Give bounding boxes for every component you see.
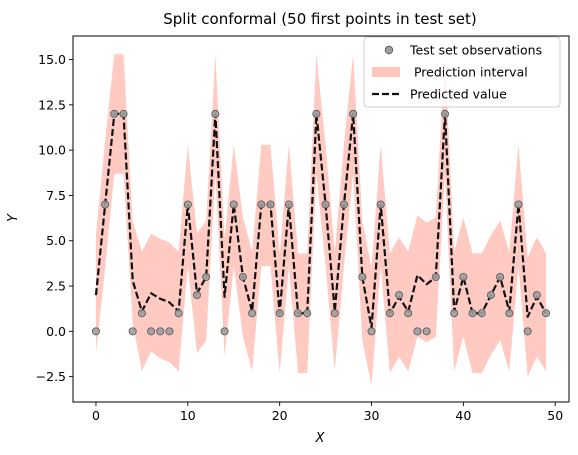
observation-point [91,327,100,336]
observation-point [505,309,514,318]
legend-label-predicted: Predicted value [410,87,507,102]
observation-point [358,272,367,281]
observation-point [275,309,284,318]
observation-point [367,327,376,336]
observation-point [450,309,459,318]
observation-point [395,291,404,300]
prediction-interval-band [95,54,547,386]
observation-point [110,109,119,118]
predicted-value-line-layer [94,112,547,329]
y-tick-label: −2.5 [36,369,66,384]
legend: Test set observations Prediction interva… [363,36,561,108]
axes-frame [72,35,570,403]
observation-point [339,200,348,209]
observation-point [165,327,174,336]
observation-point [192,291,201,300]
observation-point [330,309,339,318]
observation-point [385,309,394,318]
x-tick-label: 30 [364,408,380,423]
observation-point [174,309,183,318]
observation-point [294,309,303,318]
y-tick-label: 5.0 [46,233,66,248]
observation-point [303,309,312,318]
observation-point [202,272,211,281]
y-tick-label: 0.0 [46,324,66,339]
observation-point [477,309,486,318]
x-tick-label: 20 [272,408,288,423]
observation-point [211,109,220,118]
observation-point [542,309,551,318]
observation-point [376,200,385,209]
observation-point [284,200,293,209]
y-axis-ticks: −2.5 0.0 2.5 5.0 7.5 10.0 12.5 15.0 [36,52,73,384]
x-tick-label: 0 [92,408,100,423]
x-tick-label: 10 [180,408,196,423]
chart-title: Split conformal (50 first points in test… [163,10,476,28]
observation-point [183,200,192,209]
observation-point [266,200,275,209]
x-tick-label: 50 [547,408,563,423]
observation-point [220,327,229,336]
prediction-interval-band-layer [95,54,547,386]
observation-point [413,327,422,336]
observation-point [468,309,477,318]
observation-point [156,327,165,336]
plot-area [72,35,570,403]
y-tick-label: 15.0 [38,52,66,67]
observation-point [422,327,431,336]
observation-point [257,200,266,209]
observation-point [514,200,523,209]
legend-observation-marker [384,45,394,55]
observation-point [312,109,321,118]
observation-point [486,291,495,300]
y-tick-label: 12.5 [38,97,66,112]
observation-point [404,309,413,318]
y-axis-label: Y [6,213,21,222]
observations-layer [91,109,551,336]
observation-point [440,109,449,118]
observation-point [128,327,137,336]
observation-point [119,109,128,118]
observation-point [349,109,358,118]
observation-point [523,327,532,336]
observation-point [248,309,257,318]
legend-label-interval: Prediction interval [410,65,528,80]
observation-point [431,272,440,281]
x-axis-label: X [315,431,326,446]
x-axis-ticks: 0 10 20 30 40 50 [92,402,563,423]
observation-point [238,272,247,281]
y-tick-label: 7.5 [46,188,66,203]
predicted-value-line [94,112,547,329]
observation-point [459,272,468,281]
observation-point [229,200,238,209]
x-tick-label: 40 [455,408,471,423]
observation-point [101,200,110,209]
y-tick-label: 10.0 [38,143,66,158]
legend-box [363,36,561,108]
observation-point [532,291,541,300]
observation-point [147,327,156,336]
legend-label-observations: Test set observations [409,43,542,58]
observation-point [137,309,146,318]
observation-point [496,272,505,281]
observation-point [321,200,330,209]
y-tick-label: 2.5 [46,279,66,294]
legend-interval-swatch [372,67,400,77]
